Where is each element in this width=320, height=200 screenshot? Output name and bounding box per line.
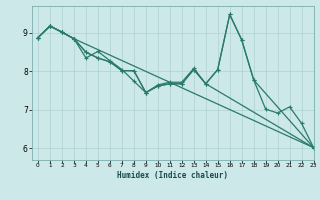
- X-axis label: Humidex (Indice chaleur): Humidex (Indice chaleur): [117, 171, 228, 180]
